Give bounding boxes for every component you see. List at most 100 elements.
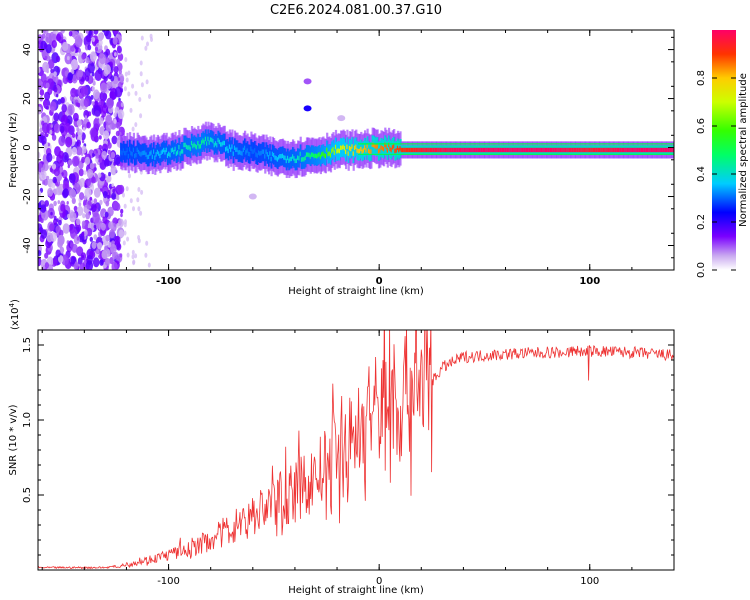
noise-blob <box>100 223 106 231</box>
ridge-core <box>538 147 541 153</box>
noise-blob <box>93 150 97 155</box>
ridge-core <box>381 146 384 151</box>
ridge-core <box>227 148 230 154</box>
noise-blob <box>123 203 127 209</box>
ridge-core <box>444 147 448 153</box>
noise-blob <box>122 240 126 246</box>
noise-blob <box>77 48 81 53</box>
ridge-core <box>292 154 295 159</box>
ridge-core <box>166 153 170 158</box>
noise-blob <box>76 236 80 241</box>
ridge-core <box>394 148 397 154</box>
ridge-core <box>557 147 560 153</box>
ridge-core <box>540 147 544 153</box>
noise-blob <box>40 40 47 51</box>
ridge-core <box>530 147 533 153</box>
ridge-core <box>367 148 370 153</box>
noise-blob <box>123 86 127 92</box>
ridge-core <box>509 147 512 153</box>
ridge-core <box>441 147 444 153</box>
noise-blob <box>99 188 103 192</box>
ridge-core <box>262 149 266 154</box>
noise-blob <box>148 94 151 99</box>
ridge-core <box>597 147 600 153</box>
noise-blob <box>137 206 141 212</box>
noise-blob <box>114 86 123 98</box>
noise-blob <box>65 136 73 148</box>
noise-blob <box>112 30 119 35</box>
noise-blob <box>117 53 124 61</box>
spectrogram-blobs <box>248 78 346 200</box>
ridge-core <box>256 153 259 158</box>
noise-blob <box>93 234 98 241</box>
ridge-core <box>257 150 261 155</box>
noise-blob <box>139 71 143 77</box>
ridge-core <box>171 147 175 152</box>
noise-blob <box>114 52 117 57</box>
noise-blob <box>113 201 120 210</box>
noise-blob <box>106 177 110 183</box>
noise-blob <box>40 218 44 223</box>
noise-blob <box>116 223 120 228</box>
ridge-core <box>299 151 302 157</box>
ridge-core <box>222 140 225 146</box>
ridge-core <box>652 147 655 153</box>
noise-blob <box>84 156 91 165</box>
ridge-core <box>260 150 263 156</box>
ridge-core <box>178 145 181 150</box>
colorbar-tick-label: 0.0 <box>696 262 707 278</box>
noise-blob <box>91 241 97 249</box>
ridge-core <box>211 137 214 143</box>
noise-blob <box>61 41 69 52</box>
noise-blob <box>106 81 112 90</box>
ridge-core <box>345 149 348 155</box>
noise-blob <box>59 125 65 134</box>
noise-blob <box>86 168 94 179</box>
ridge-core <box>664 147 667 153</box>
ridge-core <box>293 156 296 161</box>
noise-blob <box>98 157 103 163</box>
ridge-core <box>610 147 613 153</box>
noise-blob <box>44 262 50 269</box>
noise-blob <box>131 126 135 132</box>
ridge-core <box>259 151 262 156</box>
noise-blob <box>67 72 73 81</box>
noise-blob <box>60 97 65 104</box>
noise-blob <box>61 254 69 266</box>
noise-blob <box>68 173 76 184</box>
ridge-core <box>566 147 569 153</box>
noise-blob <box>107 194 110 199</box>
noise-blob <box>104 257 111 266</box>
noise-blob <box>50 211 53 216</box>
ridge-core <box>261 149 264 154</box>
noise-blob <box>110 165 117 176</box>
ridge-core <box>567 147 570 153</box>
noise-blob <box>140 35 144 41</box>
ridge-core <box>142 150 146 156</box>
ridge-core <box>462 147 465 153</box>
noise-blob <box>75 247 81 255</box>
spectrogram-y-ticks: -40 -20 0 20 40 <box>22 36 674 259</box>
ridge-core <box>336 149 339 154</box>
ridge-core <box>374 143 377 149</box>
noise-blob <box>128 173 131 179</box>
snr-y-tick-label: 1.0 <box>22 412 33 428</box>
noise-blob <box>96 249 99 254</box>
noise-blob <box>97 242 103 250</box>
noise-blob <box>84 115 88 120</box>
noise-blob <box>90 127 97 138</box>
ridge-core <box>165 147 168 153</box>
spectrogram-noise-region <box>38 30 153 270</box>
spectrogram-blob <box>303 78 312 85</box>
noise-blob <box>59 159 64 167</box>
ridge-core <box>273 152 276 158</box>
noise-blob <box>39 127 43 133</box>
ridge-core <box>564 147 568 153</box>
ridge-core <box>264 154 267 159</box>
noise-blob <box>53 123 61 134</box>
noise-blob <box>97 32 104 42</box>
ridge-core <box>431 147 434 153</box>
noise-blob <box>145 240 149 246</box>
ridge-core <box>408 147 411 153</box>
noise-blob <box>127 91 131 97</box>
